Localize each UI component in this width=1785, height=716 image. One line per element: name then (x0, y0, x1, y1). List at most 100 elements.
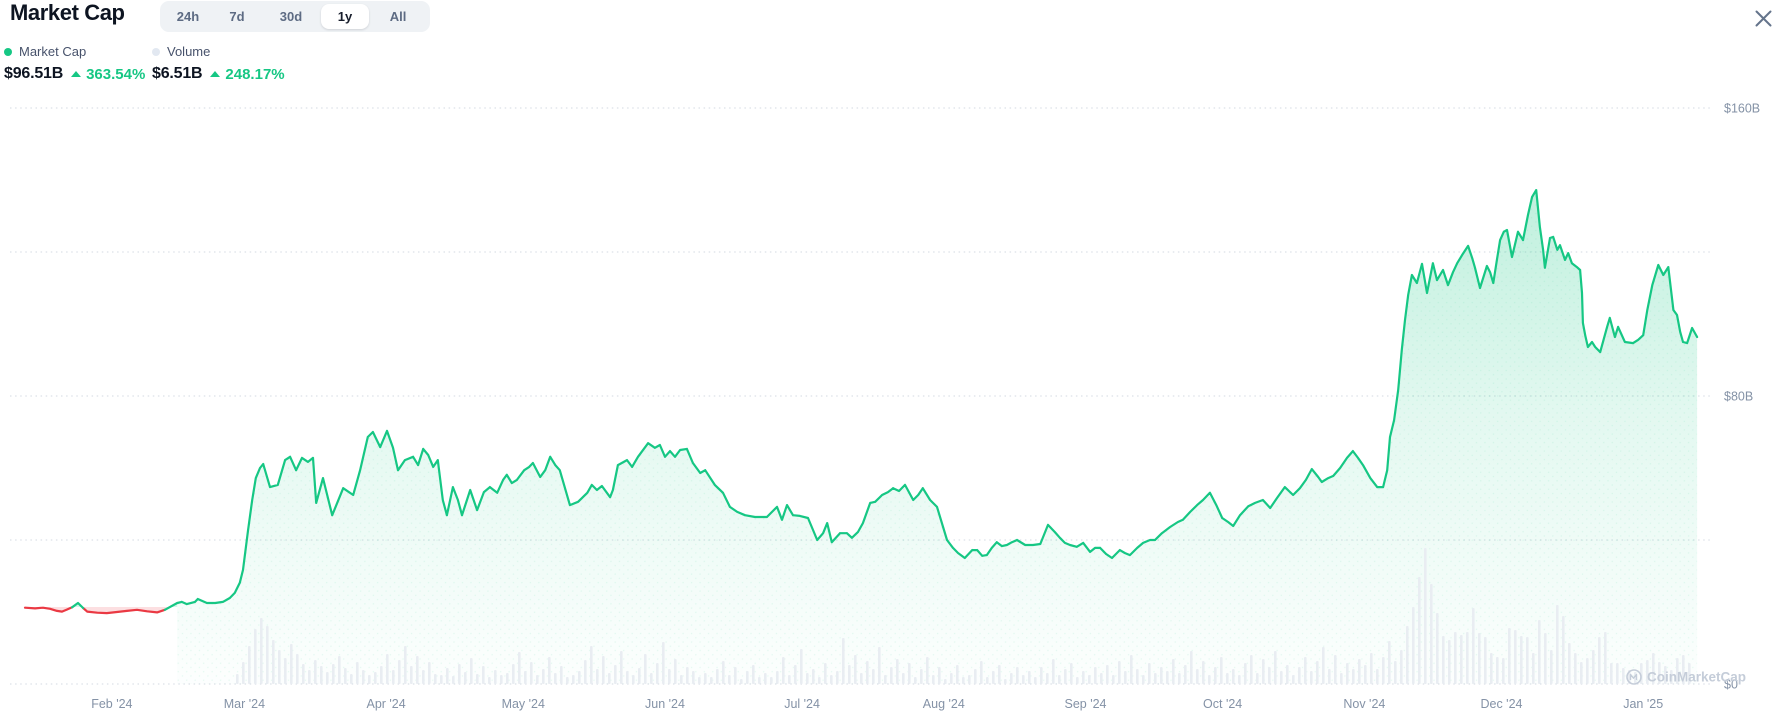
volume-bar (1532, 653, 1535, 684)
volume-bar (440, 675, 443, 684)
volume-bar (1298, 667, 1301, 684)
volume-bar (620, 651, 623, 684)
volume-bar (746, 671, 749, 684)
volume-bar (314, 660, 317, 684)
volume-bar (302, 664, 305, 684)
volume-bar (1058, 675, 1061, 684)
market-cap-dot-icon (4, 47, 12, 56)
volume-bar (1334, 655, 1337, 684)
volume-bar (794, 665, 797, 684)
volume-bar (1292, 675, 1295, 684)
volume-bar (1388, 641, 1391, 684)
y-axis-label: $0 (1724, 678, 1738, 692)
volume-bar (1520, 636, 1523, 684)
volume-bar (494, 670, 497, 684)
volume-bar (1262, 659, 1265, 684)
tab-1y[interactable]: 1y (321, 4, 369, 29)
volume-bar (590, 646, 593, 684)
volume-bar (998, 665, 1001, 684)
volume-bar (260, 618, 263, 684)
volume-bar (728, 675, 731, 684)
volume-bar (1622, 668, 1625, 684)
volume-bar (1340, 673, 1343, 684)
volume-bar (422, 670, 425, 684)
tab-7d[interactable]: 7d (213, 4, 261, 29)
x-axis-label: Apr '24 (367, 697, 406, 711)
volume-bar (872, 669, 875, 684)
volume-bar (1484, 637, 1487, 684)
volume-bar (1418, 577, 1421, 684)
volume-bar (1106, 665, 1109, 684)
tab-all[interactable]: All (369, 4, 427, 29)
volume-bar (956, 665, 959, 684)
volume-bar (842, 638, 845, 684)
volume-bar (1214, 667, 1217, 684)
x-axis-label: Jan '25 (1623, 697, 1663, 711)
tab-30d[interactable]: 30d (261, 4, 321, 29)
volume-bar (398, 660, 401, 684)
volume-bar (362, 670, 365, 684)
volume-bar (1496, 657, 1499, 684)
volume-bar (512, 664, 515, 684)
watermark: CoinMarketCap (1626, 669, 1746, 685)
volume-bar (1580, 662, 1583, 684)
close-button[interactable] (1750, 5, 1776, 31)
volume-bar (1016, 667, 1019, 684)
volume-bar (1472, 608, 1475, 684)
y-axis-label: $160B (1724, 102, 1760, 116)
volume-bar (752, 665, 755, 684)
legend-item-market-cap[interactable]: Market Cap (4, 44, 86, 59)
market-cap-line-red (23, 606, 166, 615)
volume-bar (1052, 659, 1055, 684)
volume-bar (662, 642, 665, 684)
volume-bar (902, 673, 905, 684)
volume-bar (506, 673, 509, 684)
tab-24h[interactable]: 24h (163, 4, 213, 29)
volume-bar (1112, 675, 1115, 684)
legend-item-volume[interactable]: Volume (152, 44, 210, 59)
volume-bar (1244, 663, 1247, 684)
volume-bar (1652, 653, 1655, 684)
volume-bar (1028, 671, 1031, 684)
volume-bar (1034, 677, 1037, 684)
volume-bar (458, 664, 461, 684)
volume-bar (986, 677, 989, 684)
volume-bar (938, 667, 941, 684)
volume-bar (428, 662, 431, 684)
volume-bar (1664, 666, 1667, 684)
volume-bar (338, 656, 341, 684)
volume-bar (788, 675, 791, 684)
volume-bar (1574, 653, 1577, 684)
volume-bar (1502, 658, 1505, 684)
volume-bar (704, 673, 707, 684)
volume-bar (500, 675, 503, 684)
volume-bar (404, 646, 407, 684)
volume-value: $6.51B (152, 65, 203, 82)
volume-bar (680, 675, 683, 684)
volume-bar (290, 644, 293, 684)
volume-bar (566, 677, 569, 684)
volume-bar (1196, 669, 1199, 684)
volume-bar (1256, 673, 1259, 684)
volume-bar (1508, 628, 1511, 684)
volume-bar (476, 674, 479, 684)
volume-bar (1328, 669, 1331, 684)
volume-bar (1064, 669, 1067, 684)
volume-bar (776, 671, 779, 684)
volume-bar (1310, 671, 1313, 684)
volume-bar (650, 673, 653, 684)
volume-bar (614, 665, 617, 684)
volume-bar (1148, 663, 1151, 684)
volume-bar (1466, 632, 1469, 684)
volume-bar (332, 664, 335, 684)
volume-bar (1688, 663, 1691, 684)
market-cap-line (71, 189, 1699, 611)
volume-bar (326, 672, 329, 684)
volume-bar (656, 663, 659, 684)
logo-m-glyph (1629, 673, 1638, 680)
x-axis-label: Dec '24 (1480, 697, 1522, 711)
up-arrow-icon (210, 71, 221, 77)
volume-bar (1190, 651, 1193, 684)
volume-bar (722, 661, 725, 684)
